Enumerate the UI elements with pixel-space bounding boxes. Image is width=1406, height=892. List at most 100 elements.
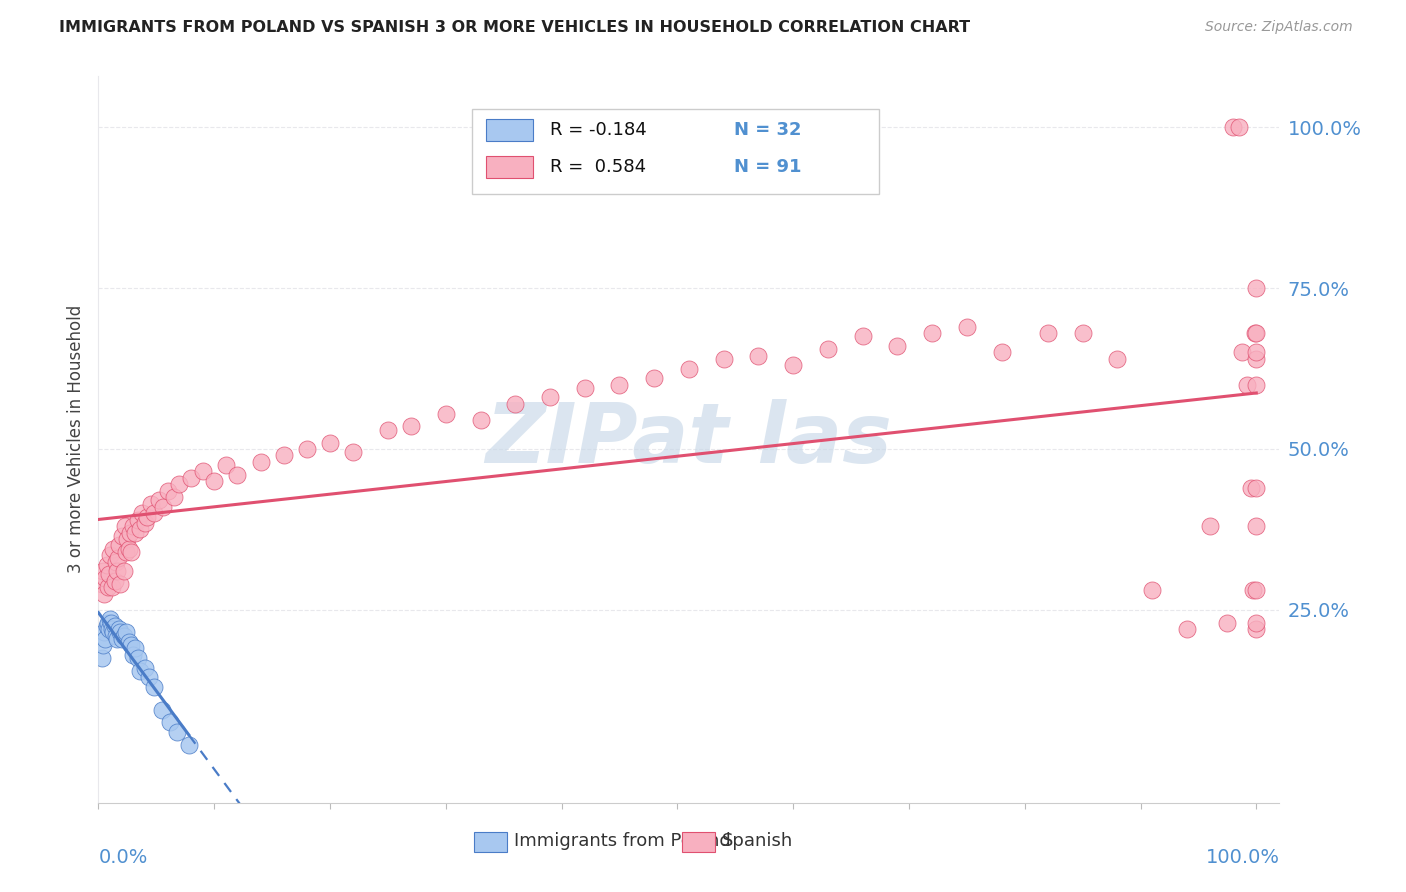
Point xyxy=(643,371,665,385)
Point xyxy=(713,351,735,366)
Text: N = 32: N = 32 xyxy=(734,121,801,139)
Point xyxy=(956,319,979,334)
Point xyxy=(108,622,131,636)
Point xyxy=(134,661,156,675)
Point xyxy=(117,541,139,556)
Text: Spanish: Spanish xyxy=(723,832,793,850)
Bar xyxy=(486,156,533,178)
Bar xyxy=(682,832,714,852)
Point xyxy=(97,580,120,594)
Point xyxy=(124,641,146,656)
Point xyxy=(1107,351,1129,366)
Point xyxy=(1236,377,1258,392)
Point xyxy=(990,345,1012,359)
Point xyxy=(1246,377,1268,392)
Point xyxy=(105,632,128,646)
Point xyxy=(1244,326,1267,340)
Point xyxy=(1246,345,1268,359)
Point xyxy=(107,551,129,566)
Point xyxy=(1232,345,1254,359)
Point xyxy=(886,339,908,353)
Point xyxy=(226,467,249,482)
Text: N = 91: N = 91 xyxy=(734,158,801,176)
Point xyxy=(169,477,191,491)
Point xyxy=(117,635,139,649)
Point xyxy=(110,625,132,640)
Text: R = -0.184: R = -0.184 xyxy=(550,121,647,139)
Point xyxy=(98,548,121,562)
Point xyxy=(166,725,188,739)
Point xyxy=(1246,481,1268,495)
Point xyxy=(148,493,170,508)
Point xyxy=(1239,481,1261,495)
Point xyxy=(399,419,422,434)
Point xyxy=(103,625,125,640)
Point xyxy=(1241,583,1264,598)
Point xyxy=(609,377,631,392)
Point xyxy=(138,670,160,684)
Point xyxy=(249,455,271,469)
Point xyxy=(1246,281,1268,295)
Point xyxy=(129,664,152,678)
Point xyxy=(127,513,149,527)
Point xyxy=(97,615,120,630)
Point xyxy=(177,738,200,752)
Point xyxy=(1199,519,1222,533)
Point xyxy=(215,458,238,472)
Point xyxy=(1227,120,1250,135)
Bar xyxy=(486,120,533,141)
Point xyxy=(434,407,457,421)
Point xyxy=(782,359,804,373)
Point xyxy=(1246,326,1268,340)
Point xyxy=(1216,615,1239,630)
Point xyxy=(1071,326,1094,340)
Point xyxy=(1222,120,1244,135)
Point xyxy=(319,435,342,450)
Point xyxy=(104,574,127,588)
Point xyxy=(143,680,166,694)
Point xyxy=(127,651,149,665)
Point xyxy=(110,529,132,543)
Point xyxy=(122,519,145,533)
Text: 100.0%: 100.0% xyxy=(1205,848,1279,867)
Point xyxy=(163,490,186,504)
Point xyxy=(150,702,173,716)
Point xyxy=(104,555,127,569)
Point xyxy=(1246,351,1268,366)
Point xyxy=(97,567,120,582)
Point xyxy=(93,625,115,640)
Point xyxy=(104,628,127,642)
Point xyxy=(90,651,112,665)
Point xyxy=(538,391,561,405)
Point xyxy=(105,564,128,578)
Point xyxy=(852,329,875,343)
Point xyxy=(817,343,839,357)
Point xyxy=(747,349,769,363)
Point xyxy=(295,442,318,456)
Point xyxy=(120,638,142,652)
Text: Source: ZipAtlas.com: Source: ZipAtlas.com xyxy=(1205,20,1353,34)
Point xyxy=(110,632,132,646)
Point xyxy=(94,571,117,585)
Point xyxy=(159,715,181,730)
Point xyxy=(91,564,114,578)
Point xyxy=(143,506,166,520)
Point xyxy=(131,506,153,520)
Point xyxy=(117,532,139,546)
Point xyxy=(191,465,214,479)
Point xyxy=(202,474,225,488)
Text: Immigrants from Poland: Immigrants from Poland xyxy=(515,832,731,850)
Text: R =  0.584: R = 0.584 xyxy=(550,158,645,176)
Point xyxy=(574,381,596,395)
Point xyxy=(103,541,125,556)
Point xyxy=(112,628,135,642)
Point xyxy=(180,471,202,485)
Point xyxy=(101,622,124,636)
Point xyxy=(115,545,138,559)
Point xyxy=(101,580,124,594)
Point xyxy=(1246,519,1268,533)
Text: ZIPat las: ZIPat las xyxy=(485,399,893,480)
Point xyxy=(273,449,295,463)
Point xyxy=(134,516,156,530)
Point xyxy=(118,525,141,540)
